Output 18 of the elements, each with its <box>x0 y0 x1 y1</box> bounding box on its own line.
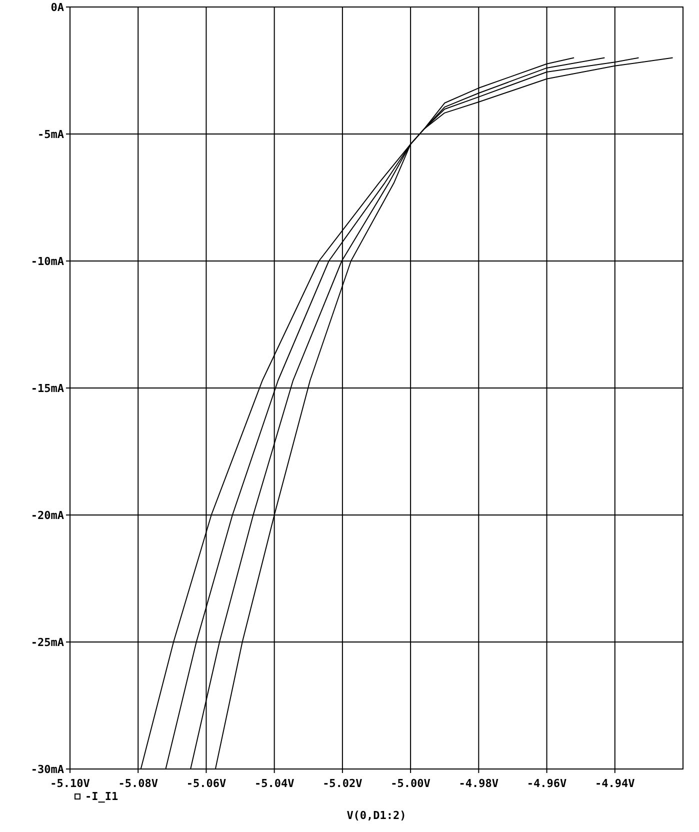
x-tick-label: -5.04V <box>254 777 295 790</box>
x-tick-label: -5.10V <box>50 777 90 790</box>
x-axis-title: V(0,D1:2) <box>346 809 406 822</box>
x-tick-label: -5.00V <box>390 777 431 790</box>
x-tick-label: -4.98V <box>458 777 499 790</box>
y-tick-label: -25mA <box>30 636 64 649</box>
y-tick-label: -30mA <box>30 763 64 776</box>
x-tick-label: -5.06V <box>186 777 226 790</box>
x-tick-label: -4.96V <box>526 777 568 790</box>
legend-label: -I_I1 <box>85 790 118 803</box>
x-tick-label: -5.02V <box>322 777 363 790</box>
x-tick-label: -5.08V <box>118 777 158 790</box>
y-tick-label: -20mA <box>30 509 64 522</box>
y-tick-label: 0A <box>50 1 64 14</box>
y-tick-label: -10mA <box>30 255 64 268</box>
x-tick-label: -4.94V <box>595 777 636 790</box>
y-tick-label: -5mA <box>38 128 64 141</box>
y-tick-label: -15mA <box>30 382 64 395</box>
